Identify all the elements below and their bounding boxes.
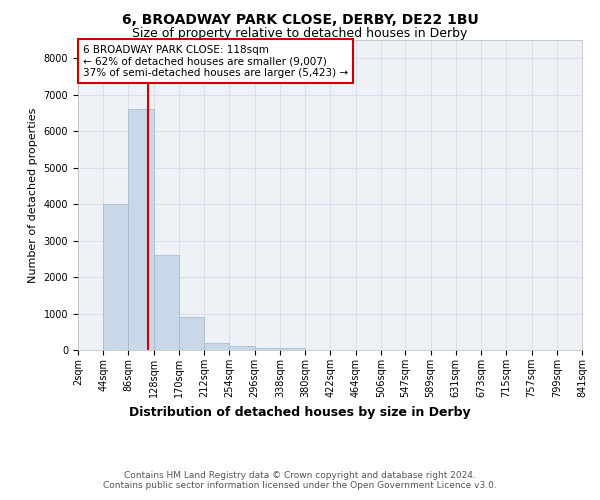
Bar: [154, 255, 179, 350]
Text: Size of property relative to detached houses in Derby: Size of property relative to detached ho…: [133, 28, 467, 40]
Text: Distribution of detached houses by size in Derby: Distribution of detached houses by size …: [129, 406, 471, 419]
Bar: [229, 346, 254, 350]
Bar: [128, 110, 154, 350]
Text: 6 BROADWAY PARK CLOSE: 118sqm
← 62% of detached houses are smaller (9,007)
37% o: 6 BROADWAY PARK CLOSE: 118sqm ← 62% of d…: [83, 44, 348, 78]
Y-axis label: Number of detached properties: Number of detached properties: [28, 108, 38, 282]
Bar: [103, 204, 128, 350]
Bar: [280, 348, 305, 350]
Bar: [254, 348, 280, 350]
Bar: [204, 342, 229, 350]
Bar: [179, 317, 204, 350]
Text: 6, BROADWAY PARK CLOSE, DERBY, DE22 1BU: 6, BROADWAY PARK CLOSE, DERBY, DE22 1BU: [122, 12, 478, 26]
Text: Contains HM Land Registry data © Crown copyright and database right 2024.
Contai: Contains HM Land Registry data © Crown c…: [103, 470, 497, 490]
